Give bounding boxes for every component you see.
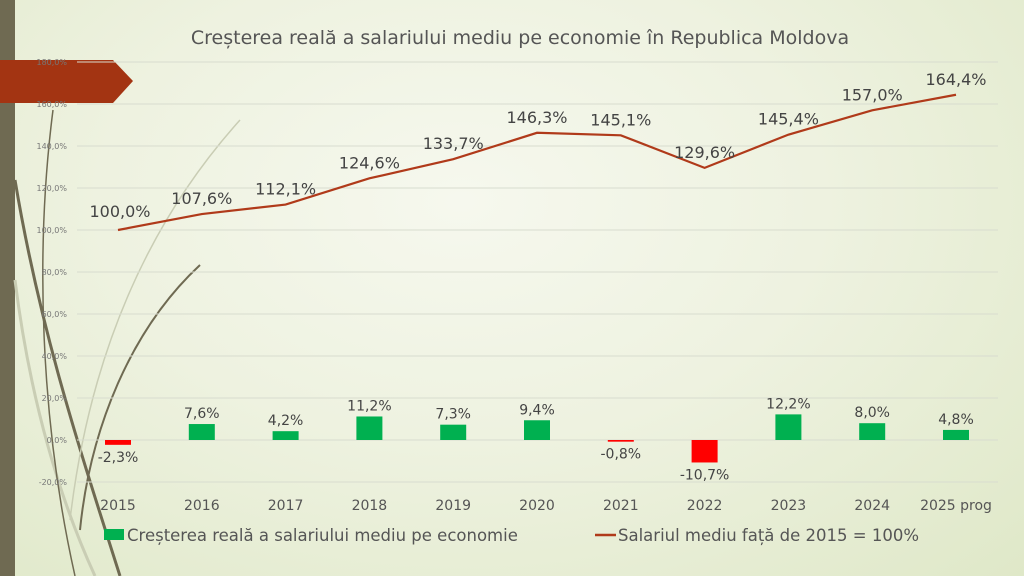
line-data-label: 124,6% (339, 153, 400, 172)
bar (775, 414, 802, 440)
bar (440, 424, 467, 440)
legend-label-bar: Creșterea reală a salariului mediu pe ec… (127, 526, 518, 545)
line-data-label: 145,4% (758, 110, 819, 129)
y-tick-label: 40,0% (42, 352, 68, 361)
x-tick-label: 2022 (687, 498, 723, 514)
left-stripe (0, 0, 15, 576)
decoration (0, 0, 241, 576)
x-tick-label: 2021 (603, 498, 639, 514)
x-tick-label: 2015 (100, 498, 136, 514)
bar-data-label: -10,7% (680, 467, 730, 483)
legend-swatch-bar (104, 529, 124, 540)
line-data-label: 100,0% (89, 202, 150, 221)
line-data-label: 146,3% (506, 108, 567, 127)
bar (188, 424, 215, 440)
y-tick-label: 120,0% (36, 184, 67, 193)
line-data-label: 133,7% (423, 134, 484, 153)
bar-data-label: 4,2% (268, 413, 304, 429)
bar-data-label: -2,3% (98, 450, 139, 466)
line-data-label: 107,6% (171, 189, 232, 208)
bar (607, 440, 634, 442)
legend-label-line: Salariul mediu față de 2015 = 100% (618, 526, 919, 545)
x-tick-label: 2024 (854, 498, 890, 514)
x-tick-label: 2017 (268, 498, 304, 514)
bar (524, 420, 550, 440)
bar (691, 440, 718, 463)
x-tick-label: 2019 (435, 498, 471, 514)
bar-data-label: 8,0% (854, 405, 890, 421)
line-data-label: 145,1% (590, 110, 651, 129)
bar (356, 416, 383, 440)
y-tick-label: 80,0% (42, 268, 68, 277)
y-tick-label: -20,0% (39, 478, 68, 487)
line-data-label: 129,6% (674, 143, 735, 162)
bar-data-label: 12,2% (766, 396, 810, 412)
chart-title: Creșterea reală a salariului mediu pe ec… (191, 27, 849, 49)
bar (105, 440, 131, 445)
bar-data-label: 9,4% (519, 402, 555, 418)
line-data-label: 164,4% (925, 70, 986, 89)
y-tick-label: 20,0% (42, 394, 68, 403)
y-tick-label: 160,0% (36, 100, 67, 109)
arrow-banner (0, 60, 133, 103)
y-tick-label: 0,0% (47, 436, 68, 445)
bar (859, 423, 886, 440)
legend: Creșterea reală a salariului mediu pe ec… (104, 526, 919, 545)
line-data-label: 157,0% (842, 85, 903, 104)
x-tick-label: 2023 (771, 498, 807, 514)
bar (943, 429, 969, 440)
x-tick-label: 2018 (352, 498, 388, 514)
bar-data-label: 11,2% (347, 398, 391, 414)
y-tick-label: 100,0% (36, 226, 67, 235)
x-tick-label: 2016 (184, 498, 220, 514)
bar-data-label: 7,3% (435, 407, 471, 423)
bar-data-label: 4,8% (938, 412, 974, 428)
y-tick-label: 180,0% (36, 58, 67, 67)
x-tick-label: 2020 (519, 498, 555, 514)
line-data-label: 112,1% (255, 180, 316, 199)
bar-data-label: -0,8% (600, 447, 641, 463)
x-tick-label: 2025 prog (920, 498, 992, 514)
y-tick-label: 60,0% (42, 310, 68, 319)
bar (272, 431, 299, 440)
y-tick-label: 140,0% (36, 142, 67, 151)
bar-data-label: 7,6% (184, 406, 220, 422)
